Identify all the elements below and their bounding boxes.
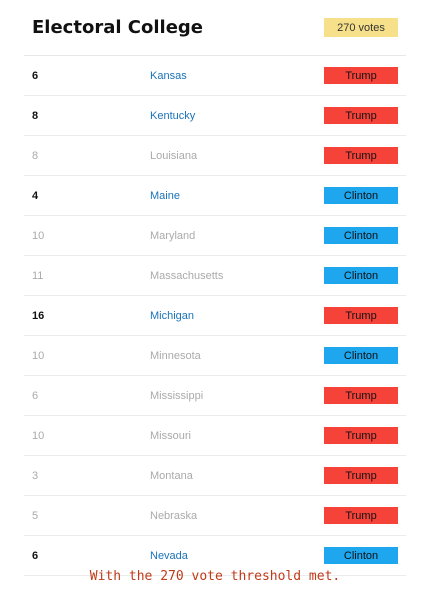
electoral-votes: 6 [32,549,39,562]
state-name[interactable]: Kentucky [150,109,196,122]
state-name[interactable]: Nevada [150,549,188,562]
state-name: Montana [150,469,193,482]
state-name[interactable]: Maine [150,189,180,202]
list-item: 6 Mississippi Trump [24,376,406,416]
electoral-votes: 10 [32,349,45,362]
winner-badge: Clinton [324,187,398,204]
list-item: 3 Montana Trump [24,456,406,496]
electoral-votes: 16 [32,309,45,322]
winner-badge: Trump [324,107,398,124]
state-name: Minnesota [150,349,201,362]
page-title: Electoral College [32,17,203,38]
list-item: 10 Minnesota Clinton [24,336,406,376]
electoral-votes: 4 [32,189,39,202]
winner-badge: Trump [324,147,398,164]
winner-badge: Trump [324,507,398,524]
winner-badge: Clinton [324,227,398,244]
state-name: Missouri [150,429,191,442]
electoral-votes: 10 [32,429,45,442]
electoral-votes: 8 [32,109,39,122]
electoral-votes: 8 [32,149,39,162]
winner-badge: Clinton [324,547,398,564]
list-item: 10 Missouri Trump [24,416,406,456]
list-item: 16 Michigan Trump [24,296,406,336]
state-name: Maryland [150,229,196,242]
state-list: 6 Kansas Trump 8 Kentucky Trump 8 Louisiana Trum… [24,56,406,576]
state-name: Massachusetts [150,269,224,282]
caption: With the 270 vote threshold met. [89,569,341,584]
list-item: 4 Maine Clinton [24,176,406,216]
winner-badge: Trump [324,467,398,484]
electoral-votes: 5 [32,509,39,522]
electoral-votes: 11 [32,269,44,282]
electoral-votes: 10 [32,229,45,242]
list-item: 5 Nebraska Trump [24,496,406,536]
list-item: 8 Kentucky Trump [24,96,406,136]
winner-badge: Clinton [324,267,398,284]
state-name: Nebraska [150,509,198,522]
electoral-votes: 3 [32,469,39,482]
winner-badge: Trump [324,307,398,324]
threshold-badge: 270 votes [324,18,398,37]
list-item: 6 Nevada Clinton [24,536,406,576]
state-name: Louisiana [150,149,198,162]
list-item: 11 Massachusetts Clinton [24,256,406,296]
winner-badge: Trump [324,427,398,444]
list-item: 6 Kansas Trump [24,56,406,96]
winner-badge: Trump [324,387,398,404]
state-name[interactable]: Kansas [150,69,187,82]
state-name: Mississippi [150,389,204,402]
list-item: 10 Maryland Clinton [24,216,406,256]
winner-badge: Clinton [324,347,398,364]
header: Electoral College 270 votes [24,0,406,56]
list-item: 8 Louisiana Trump [24,136,406,176]
electoral-votes: 6 [32,69,39,82]
electoral-votes: 6 [32,389,39,402]
winner-badge: Trump [324,67,398,84]
state-name[interactable]: Michigan [150,309,195,322]
